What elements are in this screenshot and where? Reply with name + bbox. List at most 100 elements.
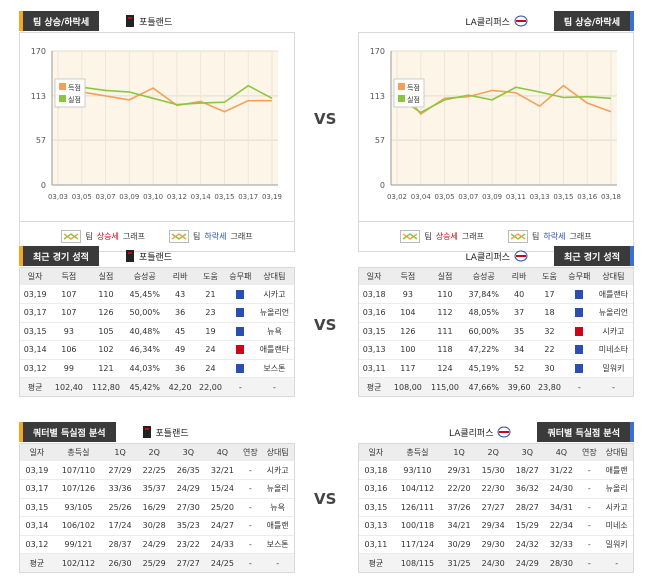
table-cell: 보스톤	[261, 535, 294, 554]
table-cell: -	[261, 553, 294, 572]
table-cell: 26/35	[171, 461, 206, 480]
result-badge-cell	[225, 359, 255, 378]
x-tick-label: 03,15	[214, 193, 234, 201]
table-cell: 21	[195, 285, 226, 304]
rise-swatch-icon	[61, 230, 82, 243]
fall-swatch-icon	[508, 230, 528, 243]
trend-tag: 팀 상승/하락세	[19, 11, 100, 31]
loss-badge-icon	[575, 289, 584, 299]
table-cell: 35/23	[171, 516, 206, 536]
table-cell: 100	[389, 340, 427, 360]
table-cell: -	[578, 479, 601, 499]
column-header: 리바	[164, 268, 196, 285]
table-cell: 36/32	[510, 479, 545, 499]
table-cell: -	[578, 498, 601, 517]
table-cell: 24/25	[205, 553, 240, 572]
table-cell: 24/30	[476, 553, 511, 572]
left-team-label: 포틀랜드	[142, 426, 189, 439]
table-cell: -	[600, 553, 633, 572]
table-cell: 99	[50, 359, 88, 378]
table-row: 03,18 93 110 37,84% 40 17 애틀랜타	[359, 285, 633, 304]
table-cell: 106/102	[53, 516, 104, 536]
rise-legend-right: 팀 상승세 그래프	[400, 230, 484, 243]
table-cell: 19	[195, 322, 226, 341]
table-cell: 110	[426, 285, 464, 304]
x-tick-label: 03,14	[191, 193, 212, 201]
table-cell: 37,84%	[463, 285, 504, 304]
y-tick-label: 113	[370, 92, 385, 101]
left-team-name: 포틀랜드	[139, 17, 173, 28]
column-header: 일자	[20, 268, 51, 285]
column-header: 승무패	[564, 268, 594, 285]
table-row: 03,15 93/105 25/26 16/29 27/30 25/20- 뉴욕	[20, 498, 294, 517]
right-team-name: LA클리퍼스	[465, 17, 510, 28]
table-cell: 보스톤	[254, 359, 294, 378]
table-cell: 뉴올리	[261, 479, 294, 499]
result-badge-cell	[225, 285, 255, 304]
fall-legend-right: 팀 하락세 그래프	[508, 230, 592, 243]
table-cell: 118	[426, 340, 464, 360]
table-cell: 112	[426, 303, 464, 323]
table-cell: 117/124	[392, 535, 443, 554]
table-cell: 126	[389, 322, 427, 341]
right-line-chart: 0 57 113 170 03,02 03,04 03,05 03,07 03,09 03,11 0…	[370, 47, 621, 201]
column-header: 실점	[426, 268, 464, 285]
table-cell: 108/115	[392, 553, 443, 572]
result-badge-cell	[564, 285, 594, 304]
series-line-allowed	[396, 86, 612, 114]
table-cell: 22/34	[544, 516, 579, 536]
column-header: 승성공	[463, 268, 504, 285]
table-cell: 밀워키	[600, 535, 633, 554]
table-cell: 60,00%	[463, 322, 504, 341]
table-cell: 40,48%	[124, 322, 165, 341]
y-tick-label: 170	[370, 47, 385, 56]
column-header: 실점	[87, 268, 125, 285]
table-cell: 34/31	[544, 498, 579, 517]
series-line-scored	[57, 87, 272, 113]
table-row: 03,12 99/121 28/37 24/29 23/22 24/33- 보스톤	[20, 535, 294, 554]
table-cell: 03,15	[20, 322, 51, 341]
table-cell: 93/105	[53, 498, 104, 517]
right-team-label: LA클리퍼스	[465, 15, 528, 28]
table-cell: 37	[503, 303, 535, 323]
table-cell: 15/29	[510, 516, 545, 536]
table-cell: 03,15	[20, 498, 54, 517]
loss-badge-icon	[236, 363, 245, 373]
trend-tag-right: 팀 상승/하락세	[553, 11, 634, 31]
table-cell: 34/21	[442, 516, 477, 536]
table-cell: -	[593, 377, 633, 396]
fall-swatch-icon	[169, 230, 189, 243]
loss-badge-icon	[236, 326, 245, 336]
table-cell: 106	[50, 340, 88, 360]
table-cell: 03,14	[20, 340, 51, 360]
table-cell: 112,80	[87, 377, 125, 396]
x-tick-label: 03,09	[119, 193, 139, 201]
left-trend-chart: 0 57 113 170 03,03 03,05 03,07 03,09 03,10 03,12 0…	[19, 32, 295, 222]
x-tick-label: 03,04	[411, 193, 432, 201]
column-header: 4Q	[205, 444, 240, 461]
table-cell: 03,12	[20, 359, 51, 378]
table-cell: 평균	[20, 377, 51, 396]
table-cell: 24/29	[510, 553, 545, 572]
y-tick-label: 57	[36, 136, 46, 145]
table-cell: 17/24	[103, 516, 138, 536]
table-cell: 뉴욕	[261, 498, 294, 517]
legend-swatch	[398, 83, 405, 90]
table-cell: 16/29	[137, 498, 172, 517]
table-cell: 애틀랜	[600, 461, 633, 480]
table-cell: 35	[503, 322, 535, 341]
left-recent-table: 일자 득점 실점 승성공 리바 도움 승무패 상대팀 03,19 107 110 45,45% 43 21…	[20, 268, 294, 396]
loss-badge-icon	[236, 308, 245, 318]
table-cell: 27/27	[171, 553, 206, 572]
table-cell: 23,80	[534, 377, 565, 396]
portland-logo-icon	[126, 15, 135, 27]
result-badge-cell	[564, 359, 594, 378]
left-team-label: 포틀랜드	[125, 250, 172, 263]
table-cell: 27/27	[476, 498, 511, 517]
right-trend-legend: 팀 상승세 그래프 팀 하락세 그래프	[358, 222, 634, 252]
x-tick-label: 03,15	[553, 193, 573, 201]
column-header: 연장	[578, 444, 601, 461]
table-cell: 26/30	[103, 553, 138, 572]
column-header: 총득실	[53, 444, 104, 461]
portland-logo-icon	[125, 250, 134, 262]
